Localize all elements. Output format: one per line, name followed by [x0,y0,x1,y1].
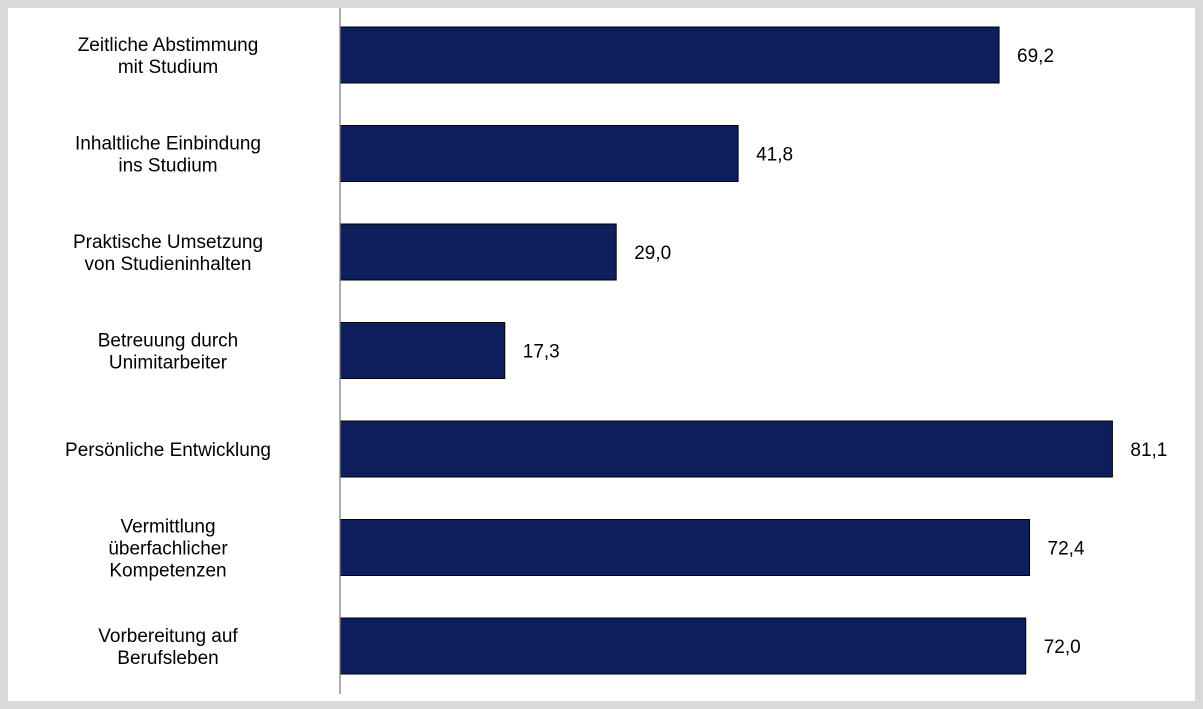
category-label-2: Praktische Umsetzung von Studieninhalten [73,232,263,275]
bar-3 [339,322,506,379]
category-label-5-line-0: Vermittlung [120,517,215,538]
bar-0 [339,26,1000,84]
bar-2 [339,223,617,281]
bar-5 [339,519,1031,576]
value-label-2: 29,0 [634,243,671,264]
category-label-0: Zeitliche Abstimmung mit Studium [78,35,259,78]
value-label-1: 41,8 [756,145,793,166]
category-label-6-line-1: Berufsleben [117,648,218,669]
chart-frame [8,8,1195,701]
category-label-3-line-1: Unimitarbeiter [109,353,228,374]
category-label-6-line-0: Vorbereitung auf [98,626,238,647]
category-label-2-line-1: von Studieninhalten [85,254,252,275]
category-label-4: Persönliche Entwicklung [65,440,271,461]
category-label-3: Betreuung durch Unimitarbeiter [98,331,239,374]
category-label-1-line-0: Inhaltliche Einbindung [75,134,261,155]
category-label-5-line-2: Kompetenzen [109,561,226,582]
category-label-6: Vorbereitung auf Berufsleben [98,626,238,669]
category-label-3-line-0: Betreuung durch [98,331,239,352]
category-label-0-line-1: mit Studium [118,57,218,78]
value-label-4: 81,1 [1130,440,1167,461]
category-label-5: Vermittlung überfachlicher Kompetenzen [108,517,228,582]
value-labels-group: 69,2 41,8 29,0 17,3 81,1 72,4 72,0 [523,46,1168,658]
category-label-2-line-0: Praktische Umsetzung [73,232,263,253]
category-label-0-line-0: Zeitliche Abstimmung [78,35,259,56]
value-label-5: 72,4 [1048,539,1085,560]
value-label-6: 72,0 [1044,637,1081,658]
bar-4 [339,420,1113,478]
category-label-5-line-1: überfachlicher [108,539,228,560]
bar-1 [339,125,739,182]
value-label-0: 69,2 [1017,46,1054,67]
category-labels-group: Zeitliche Abstimmung mit Studium Inhaltlic… [65,35,271,669]
value-label-3: 17,3 [523,342,560,363]
category-label-1: Inhaltliche Einbindung ins Studium [75,134,261,177]
category-label-1-line-1: ins Studium [118,156,217,177]
bar-6 [339,617,1027,675]
bars-group [339,26,1113,675]
category-label-4-line-0: Persönliche Entwicklung [65,440,271,461]
